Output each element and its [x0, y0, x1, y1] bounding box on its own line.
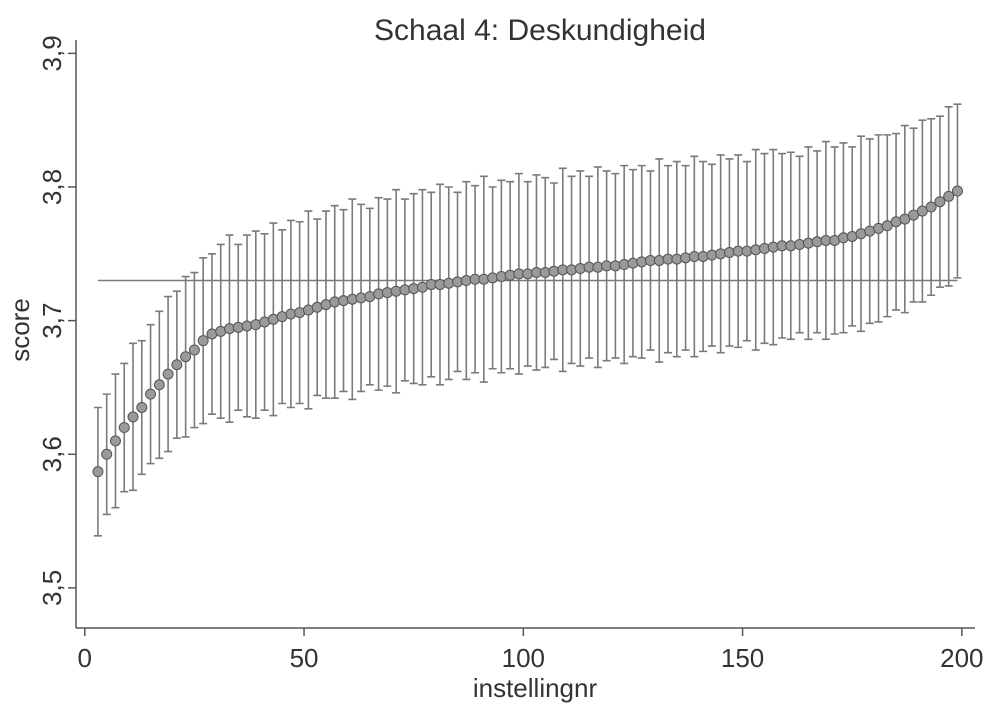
x-tick-label: 100	[502, 643, 545, 673]
x-tick-label: 150	[721, 643, 764, 673]
point	[899, 213, 911, 225]
point	[951, 185, 963, 197]
y-tick-label: 3,9	[37, 35, 67, 71]
y-tick-label: 3,8	[37, 169, 67, 205]
point	[943, 190, 955, 202]
x-tick-label: 0	[78, 643, 92, 673]
y-tick-label: 3,7	[37, 303, 67, 339]
point	[92, 466, 104, 478]
point	[136, 402, 148, 413]
point	[934, 196, 946, 208]
y-tick-label: 3,5	[37, 570, 67, 606]
point	[171, 359, 183, 371]
point	[162, 368, 174, 380]
point	[188, 344, 200, 356]
point	[109, 435, 121, 447]
point	[908, 209, 920, 221]
point	[197, 335, 209, 347]
point	[881, 220, 893, 232]
point	[145, 388, 157, 400]
point	[916, 205, 928, 217]
point	[925, 201, 937, 213]
chart-title: Schaal 4: Deskundigheid	[374, 14, 706, 47]
x-tick-label: 50	[290, 643, 319, 673]
point	[127, 411, 139, 423]
y-axis-label: score	[5, 298, 35, 362]
point	[118, 422, 130, 434]
point	[180, 351, 192, 363]
y-tick-label: 3,6	[37, 436, 67, 472]
point	[153, 379, 165, 391]
point	[101, 448, 113, 460]
x-tick-label: 200	[940, 643, 983, 673]
x-axis-label: instellingnr	[473, 673, 598, 703]
